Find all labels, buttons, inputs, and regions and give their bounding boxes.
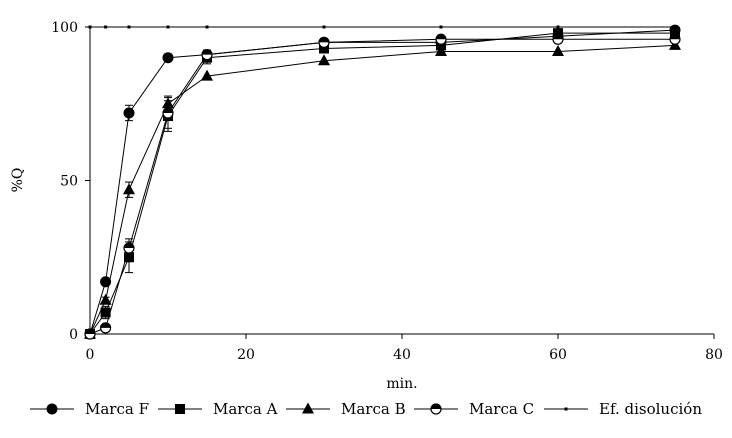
legend-marker: [175, 404, 185, 414]
legend-item: Marca B: [286, 400, 406, 418]
series-marca-c: [84, 33, 681, 340]
data-point: [205, 25, 209, 29]
legend-item: Marca C: [414, 400, 534, 418]
data-point: [100, 307, 111, 318]
data-point: [88, 25, 92, 29]
series-line: [89, 44, 676, 335]
x-ticks: 0 20 40 60 80: [86, 334, 723, 363]
series-marca-b: [84, 38, 681, 339]
series-line: [89, 38, 675, 335]
legend-label: Marca A: [213, 400, 278, 418]
data-point: [552, 33, 564, 45]
legend-label: Ef. disolución: [599, 400, 702, 418]
axes: [89, 27, 714, 335]
data-point: [439, 25, 443, 29]
data-point: [84, 328, 96, 340]
data-point: [201, 69, 213, 81]
x-axis-label: min.: [386, 376, 417, 392]
x-tick-label: 20: [237, 347, 255, 363]
y-ticks: 0 50 100: [51, 20, 90, 343]
series-line: [89, 32, 675, 335]
y-tick-label: 100: [51, 20, 78, 36]
data-point: [201, 49, 213, 61]
data-point: [99, 322, 112, 334]
data-point: [127, 25, 131, 29]
legend-label: Marca B: [341, 400, 406, 418]
data-point: [104, 25, 108, 29]
data-point: [166, 25, 170, 29]
series-marca-f: [84, 24, 681, 340]
series-ef-disoluci-n: [88, 25, 677, 29]
data-point: [318, 36, 330, 48]
data-point: [318, 54, 330, 66]
data-point: [123, 107, 135, 119]
legend: Marca F Marca A Marca B Marca C Ef. disoluci…: [30, 400, 702, 418]
x-tick-label: 40: [393, 347, 411, 363]
data-point: [673, 25, 677, 29]
data-point: [322, 25, 326, 29]
data-point: [552, 45, 564, 57]
data-point: [553, 28, 563, 39]
series-marca-a: [85, 28, 680, 339]
legend-item: Ef. disolución: [544, 400, 702, 418]
legend-item: Marca F: [30, 400, 149, 418]
plot-series: [84, 24, 681, 340]
y-tick-label: 0: [69, 327, 78, 343]
x-tick-label: 60: [549, 347, 567, 363]
x-tick-label: 80: [705, 347, 723, 363]
data-point: [556, 25, 560, 29]
y-tick-label: 50: [60, 174, 78, 190]
legend-marker: [430, 403, 442, 415]
data-point: [100, 276, 112, 288]
legend-marker: [564, 407, 568, 411]
data-point: [435, 45, 447, 57]
legend-item: Marca A: [158, 400, 278, 418]
y-axis-label: %Q: [10, 168, 26, 193]
legend-label: Marca F: [85, 400, 149, 418]
series-line: [89, 29, 676, 335]
data-point: [162, 52, 174, 64]
data-point: [670, 28, 680, 39]
data-point: [99, 293, 112, 305]
legend-marker: [302, 402, 314, 414]
legend-marker: [46, 403, 58, 415]
x-tick-label: 0: [86, 347, 95, 363]
data-point: [435, 33, 447, 45]
data-point: [123, 242, 135, 254]
legend-label: Marca C: [469, 400, 534, 418]
data-point: [162, 107, 174, 119]
data-point: [123, 183, 135, 195]
data-point: [319, 43, 329, 54]
data-point: [669, 33, 681, 45]
